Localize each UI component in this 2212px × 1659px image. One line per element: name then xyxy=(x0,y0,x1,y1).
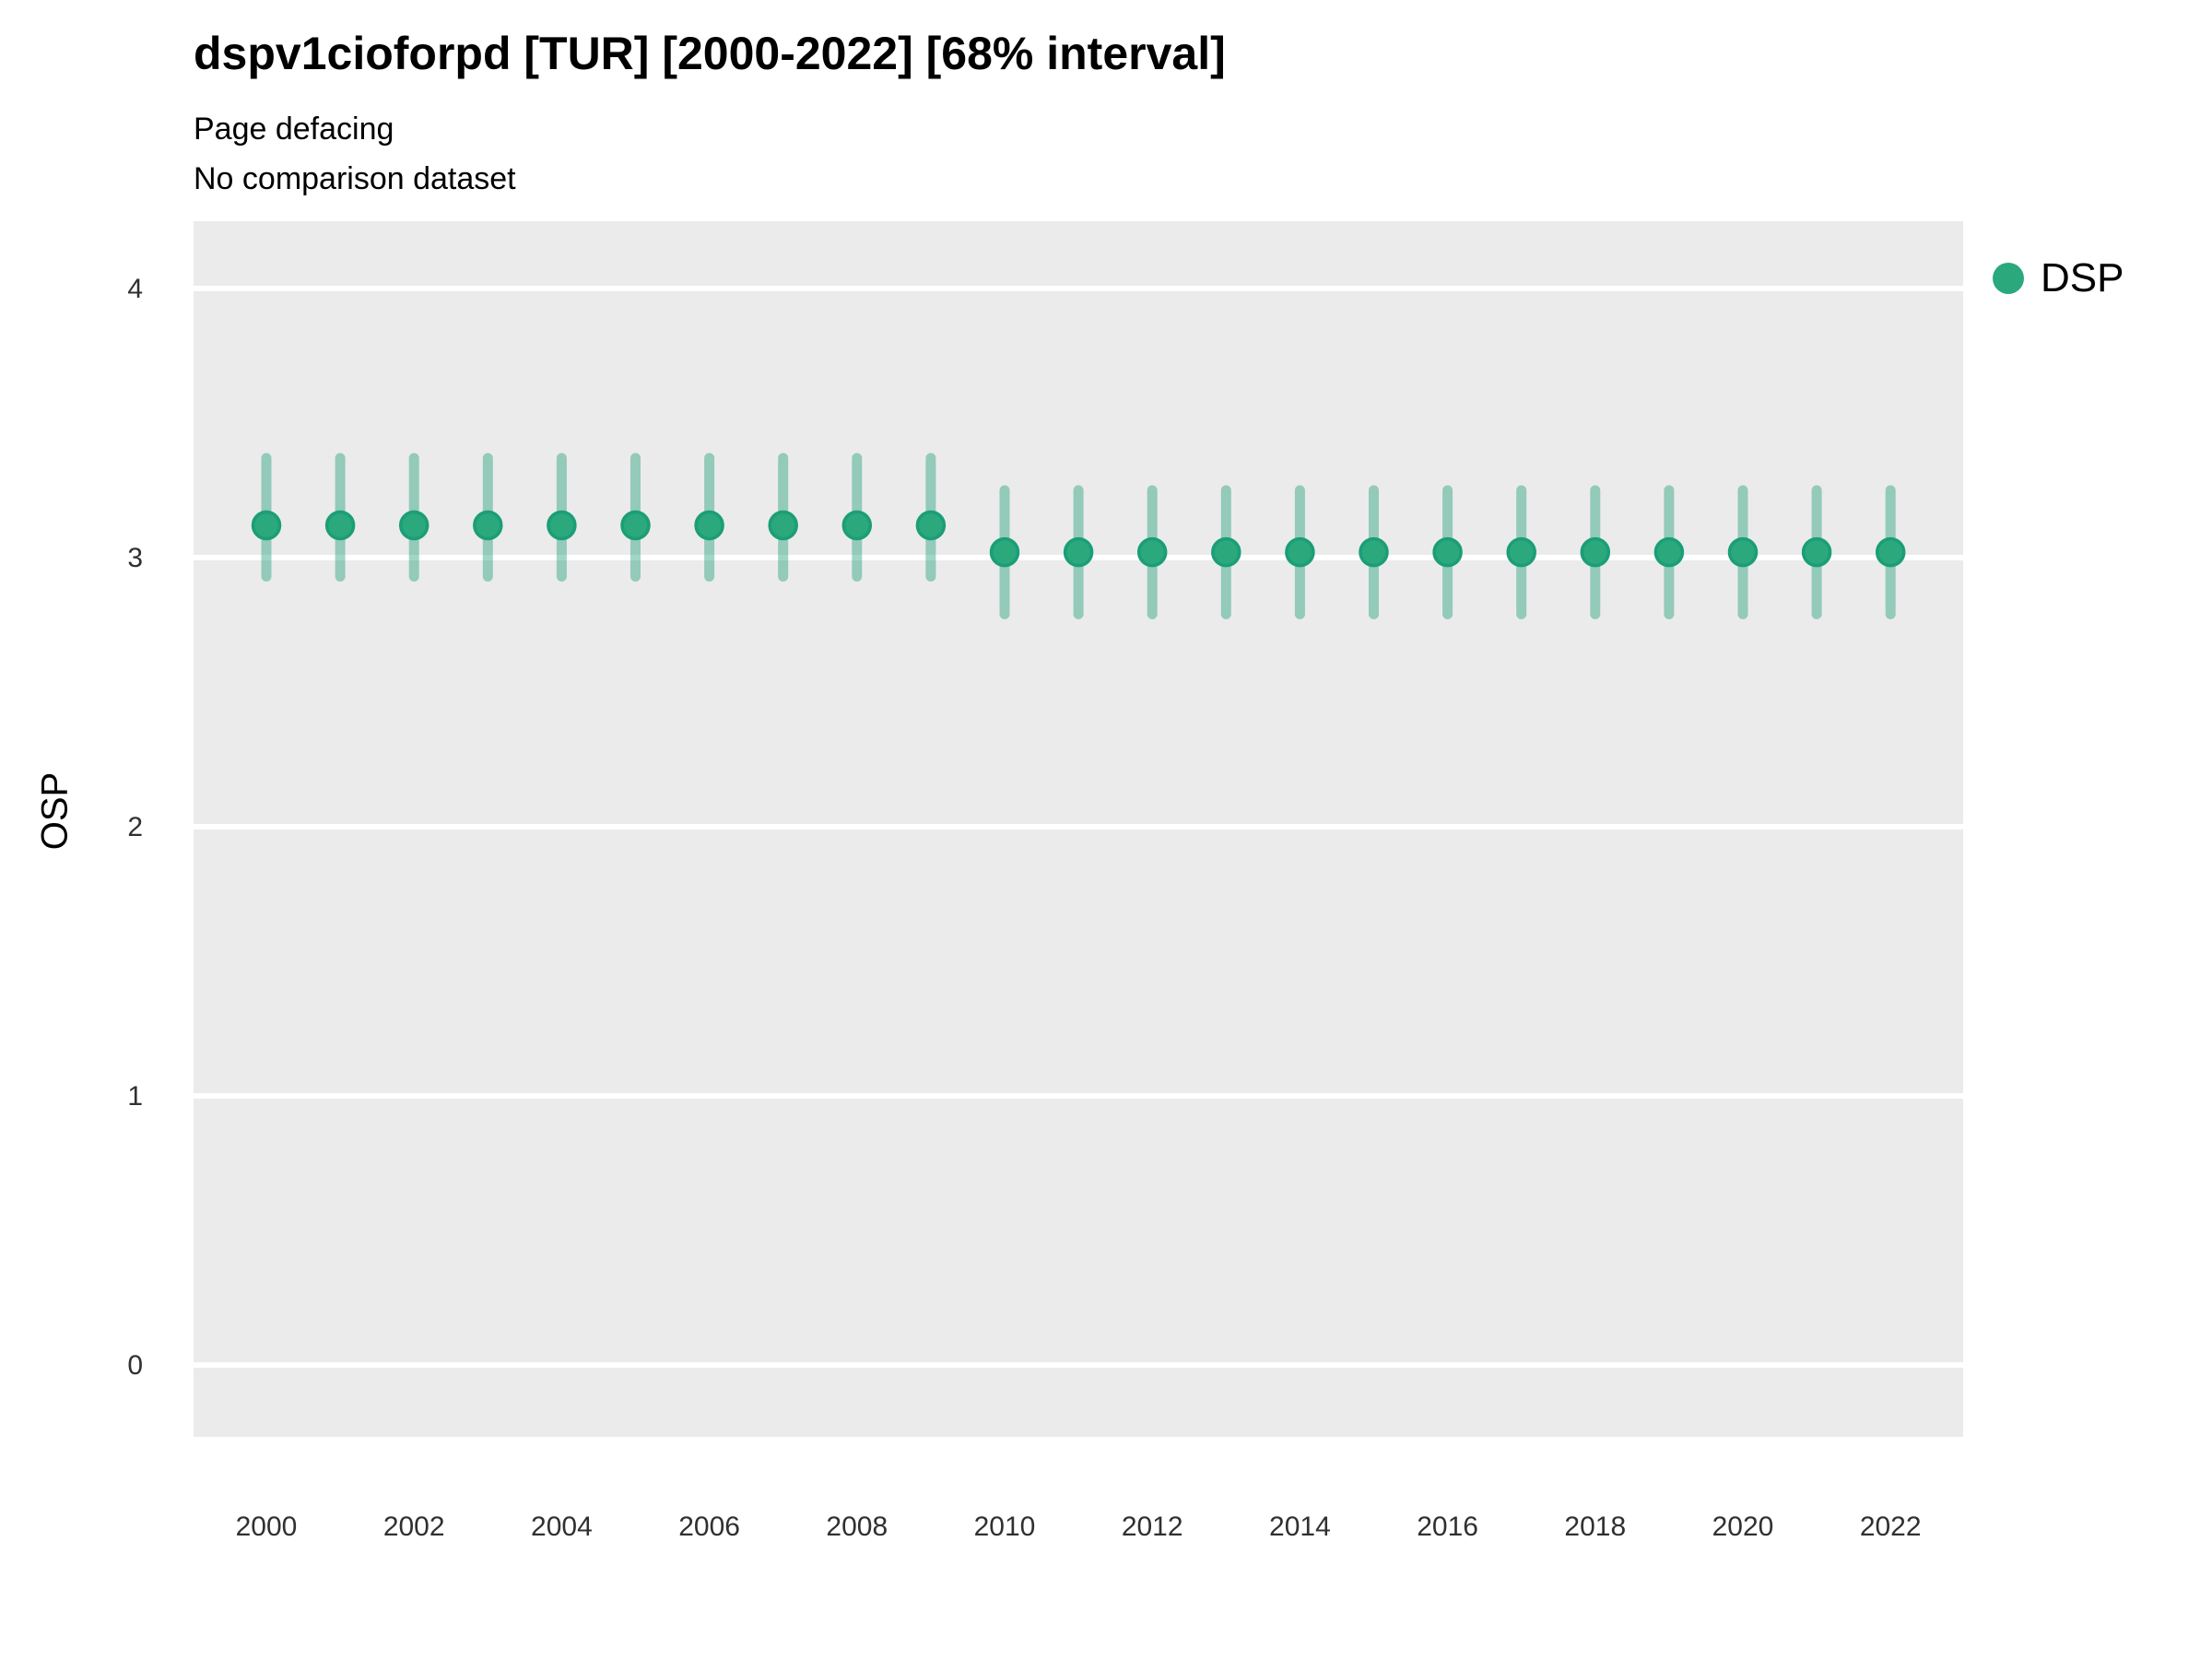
y-tick-label-1: 1 xyxy=(127,1081,143,1112)
y-tick-label-3: 3 xyxy=(127,543,143,573)
data-point-2001 xyxy=(324,510,356,541)
x-tick-label-2018: 2018 xyxy=(1564,1512,1626,1542)
data-point-2020 xyxy=(1727,536,1759,568)
x-tick-label-2022: 2022 xyxy=(1860,1512,1922,1542)
data-point-2005 xyxy=(620,510,651,541)
chart-title: dspv1cioforpd [TUR] [2000-2022] [68% int… xyxy=(194,28,1226,79)
x-tick-label-2020: 2020 xyxy=(1712,1512,1774,1542)
data-point-2012 xyxy=(1136,536,1168,568)
y-tick-label-4: 4 xyxy=(127,274,143,304)
data-point-2018 xyxy=(1580,536,1611,568)
data-point-2015 xyxy=(1359,536,1389,568)
data-point-2016 xyxy=(1432,536,1463,568)
legend-label-dsp: DSP xyxy=(2041,255,2124,300)
data-point-2013 xyxy=(1211,536,1241,568)
legend: DSP xyxy=(1993,255,2124,301)
data-point-2021 xyxy=(1801,536,1832,568)
data-point-2010 xyxy=(989,536,1020,568)
x-tick-label-2006: 2006 xyxy=(678,1512,740,1542)
x-tick-label-2016: 2016 xyxy=(1417,1512,1478,1542)
data-point-2004 xyxy=(547,510,577,541)
data-point-2002 xyxy=(398,510,429,541)
x-tick-label-2008: 2008 xyxy=(826,1512,888,1542)
chart-subtitle-secondary: No comparison dataset xyxy=(194,161,516,196)
data-point-2008 xyxy=(841,510,873,541)
data-point-2003 xyxy=(473,510,503,541)
legend-marker-icon xyxy=(1993,263,2024,294)
data-point-2007 xyxy=(768,510,798,541)
x-tick-label-2014: 2014 xyxy=(1269,1512,1331,1542)
x-tick-label-2004: 2004 xyxy=(531,1512,593,1542)
data-point-2011 xyxy=(1063,536,1094,568)
x-tick-label-2002: 2002 xyxy=(383,1512,445,1542)
data-point-2014 xyxy=(1285,536,1315,568)
y-tick-label-2: 2 xyxy=(127,812,143,842)
data-point-2006 xyxy=(694,510,724,541)
data-point-2000 xyxy=(251,510,282,541)
chart-subtitle: Page defacing xyxy=(194,112,394,147)
y-tick-label-0: 0 xyxy=(127,1350,143,1381)
data-point-2022 xyxy=(1875,536,1906,568)
data-point-2017 xyxy=(1506,536,1536,568)
x-tick-label-2010: 2010 xyxy=(974,1512,1036,1542)
data-point-2019 xyxy=(1653,536,1685,568)
x-tick-label-2000: 2000 xyxy=(236,1512,298,1542)
data-point-2009 xyxy=(915,510,947,541)
x-tick-label-2012: 2012 xyxy=(1122,1512,1183,1542)
